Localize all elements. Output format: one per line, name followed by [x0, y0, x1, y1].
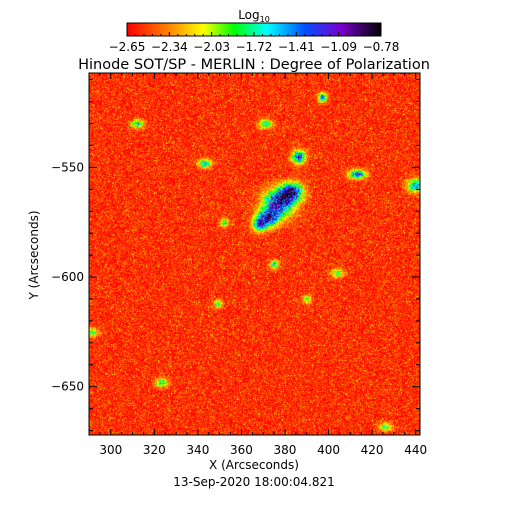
chart-title: Hinode SOT/SP - MERLIN : Degree of Polar…	[78, 57, 430, 73]
x-axis: 300 320 340 360 380 400 420 440	[88, 73, 427, 457]
colorbar-tick-label: −2.65	[109, 40, 146, 54]
plot-area	[88, 72, 421, 436]
colorbar-tick-label: −1.41	[278, 40, 315, 54]
x-tick-label: 340	[186, 443, 209, 457]
x-tick-label: 380	[274, 443, 297, 457]
x-tick-label: 300	[99, 443, 122, 457]
x-tick-label: 440	[404, 443, 427, 457]
y-tick-label: −550	[51, 160, 84, 174]
colorbar-ticks: −2.65 −2.34 −2.03 −1.72 −1.41 −1.09 −0.78	[109, 32, 400, 54]
colorbar-tick-label: −0.78	[363, 40, 400, 54]
x-tick-label: 400	[317, 443, 340, 457]
y-tick-label: −600	[51, 270, 84, 284]
plot-frame	[88, 72, 421, 436]
x-tick-label: 420	[361, 443, 384, 457]
colorbar-tick-label: −2.34	[151, 40, 188, 54]
x-axis-label: X (Arcseconds)	[209, 458, 299, 472]
heatmap-image	[89, 73, 420, 435]
colorbar-tick-label: −1.09	[320, 40, 357, 54]
y-axis: −550 −600 −650	[51, 79, 420, 432]
colorbar-label: Log10	[238, 8, 270, 24]
observation-date: 13-Sep-2020 18:00:04.821	[173, 475, 335, 489]
x-tick-label: 320	[143, 443, 166, 457]
y-axis-label: Y (Arcseconds)	[27, 210, 41, 300]
x-tick-label: 360	[230, 443, 253, 457]
colorbar-tick-label: −1.72	[236, 40, 273, 54]
y-tick-label: −650	[51, 380, 84, 394]
colorbar-tick-label: −2.03	[193, 40, 230, 54]
